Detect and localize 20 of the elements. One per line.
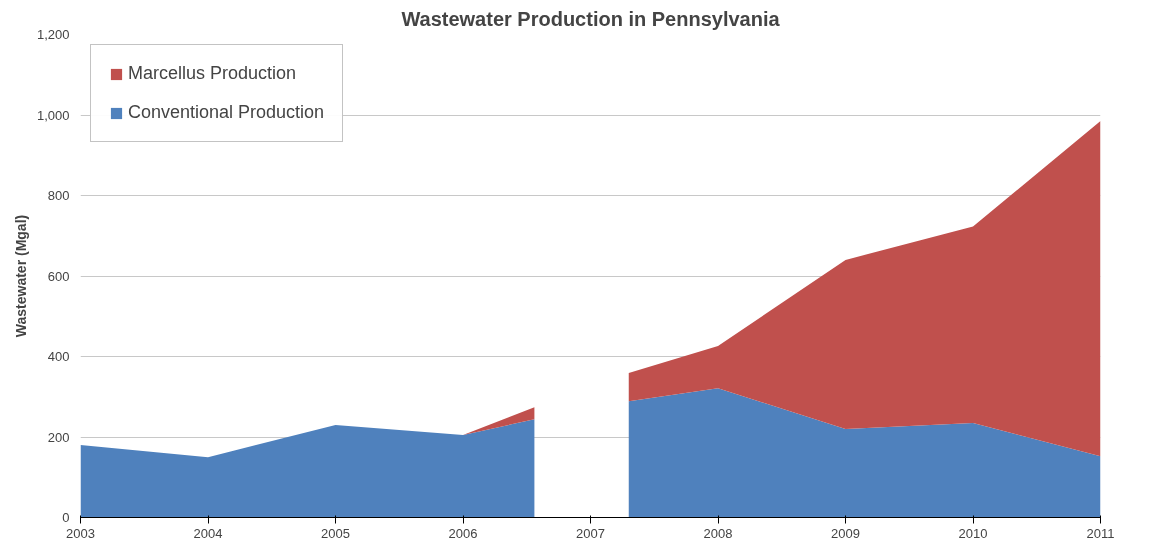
x-tick-label: 2005	[321, 525, 350, 541]
x-tick-label: 2007	[576, 525, 605, 541]
x-tick-label: 2010	[958, 525, 988, 541]
y-axis-title: Wastewater (Mgal)	[12, 214, 29, 338]
x-tick-label: 2003	[66, 525, 95, 541]
y-tick-label: 1,000	[36, 107, 70, 123]
x-tick-label: 2006	[448, 525, 478, 541]
x-tick-label: 2004	[193, 525, 223, 541]
y-tick-label: 200	[47, 429, 70, 445]
y-tick-label: 600	[47, 268, 70, 284]
legend-label: Marcellus Production	[128, 63, 297, 84]
y-tick-label: 1,200	[36, 27, 70, 42]
y-tick-label: 0	[62, 510, 70, 525]
legend-label: Conventional Production	[128, 102, 325, 123]
x-tick-label: 2008	[703, 525, 733, 541]
y-tick-label: 800	[47, 188, 70, 203]
chart-title: Wastewater Production in Pennsylvania	[401, 7, 781, 30]
x-tick-label: 2011	[1086, 525, 1115, 541]
y-tick-label: 400	[47, 349, 70, 364]
x-tick-label: 2009	[831, 525, 860, 541]
